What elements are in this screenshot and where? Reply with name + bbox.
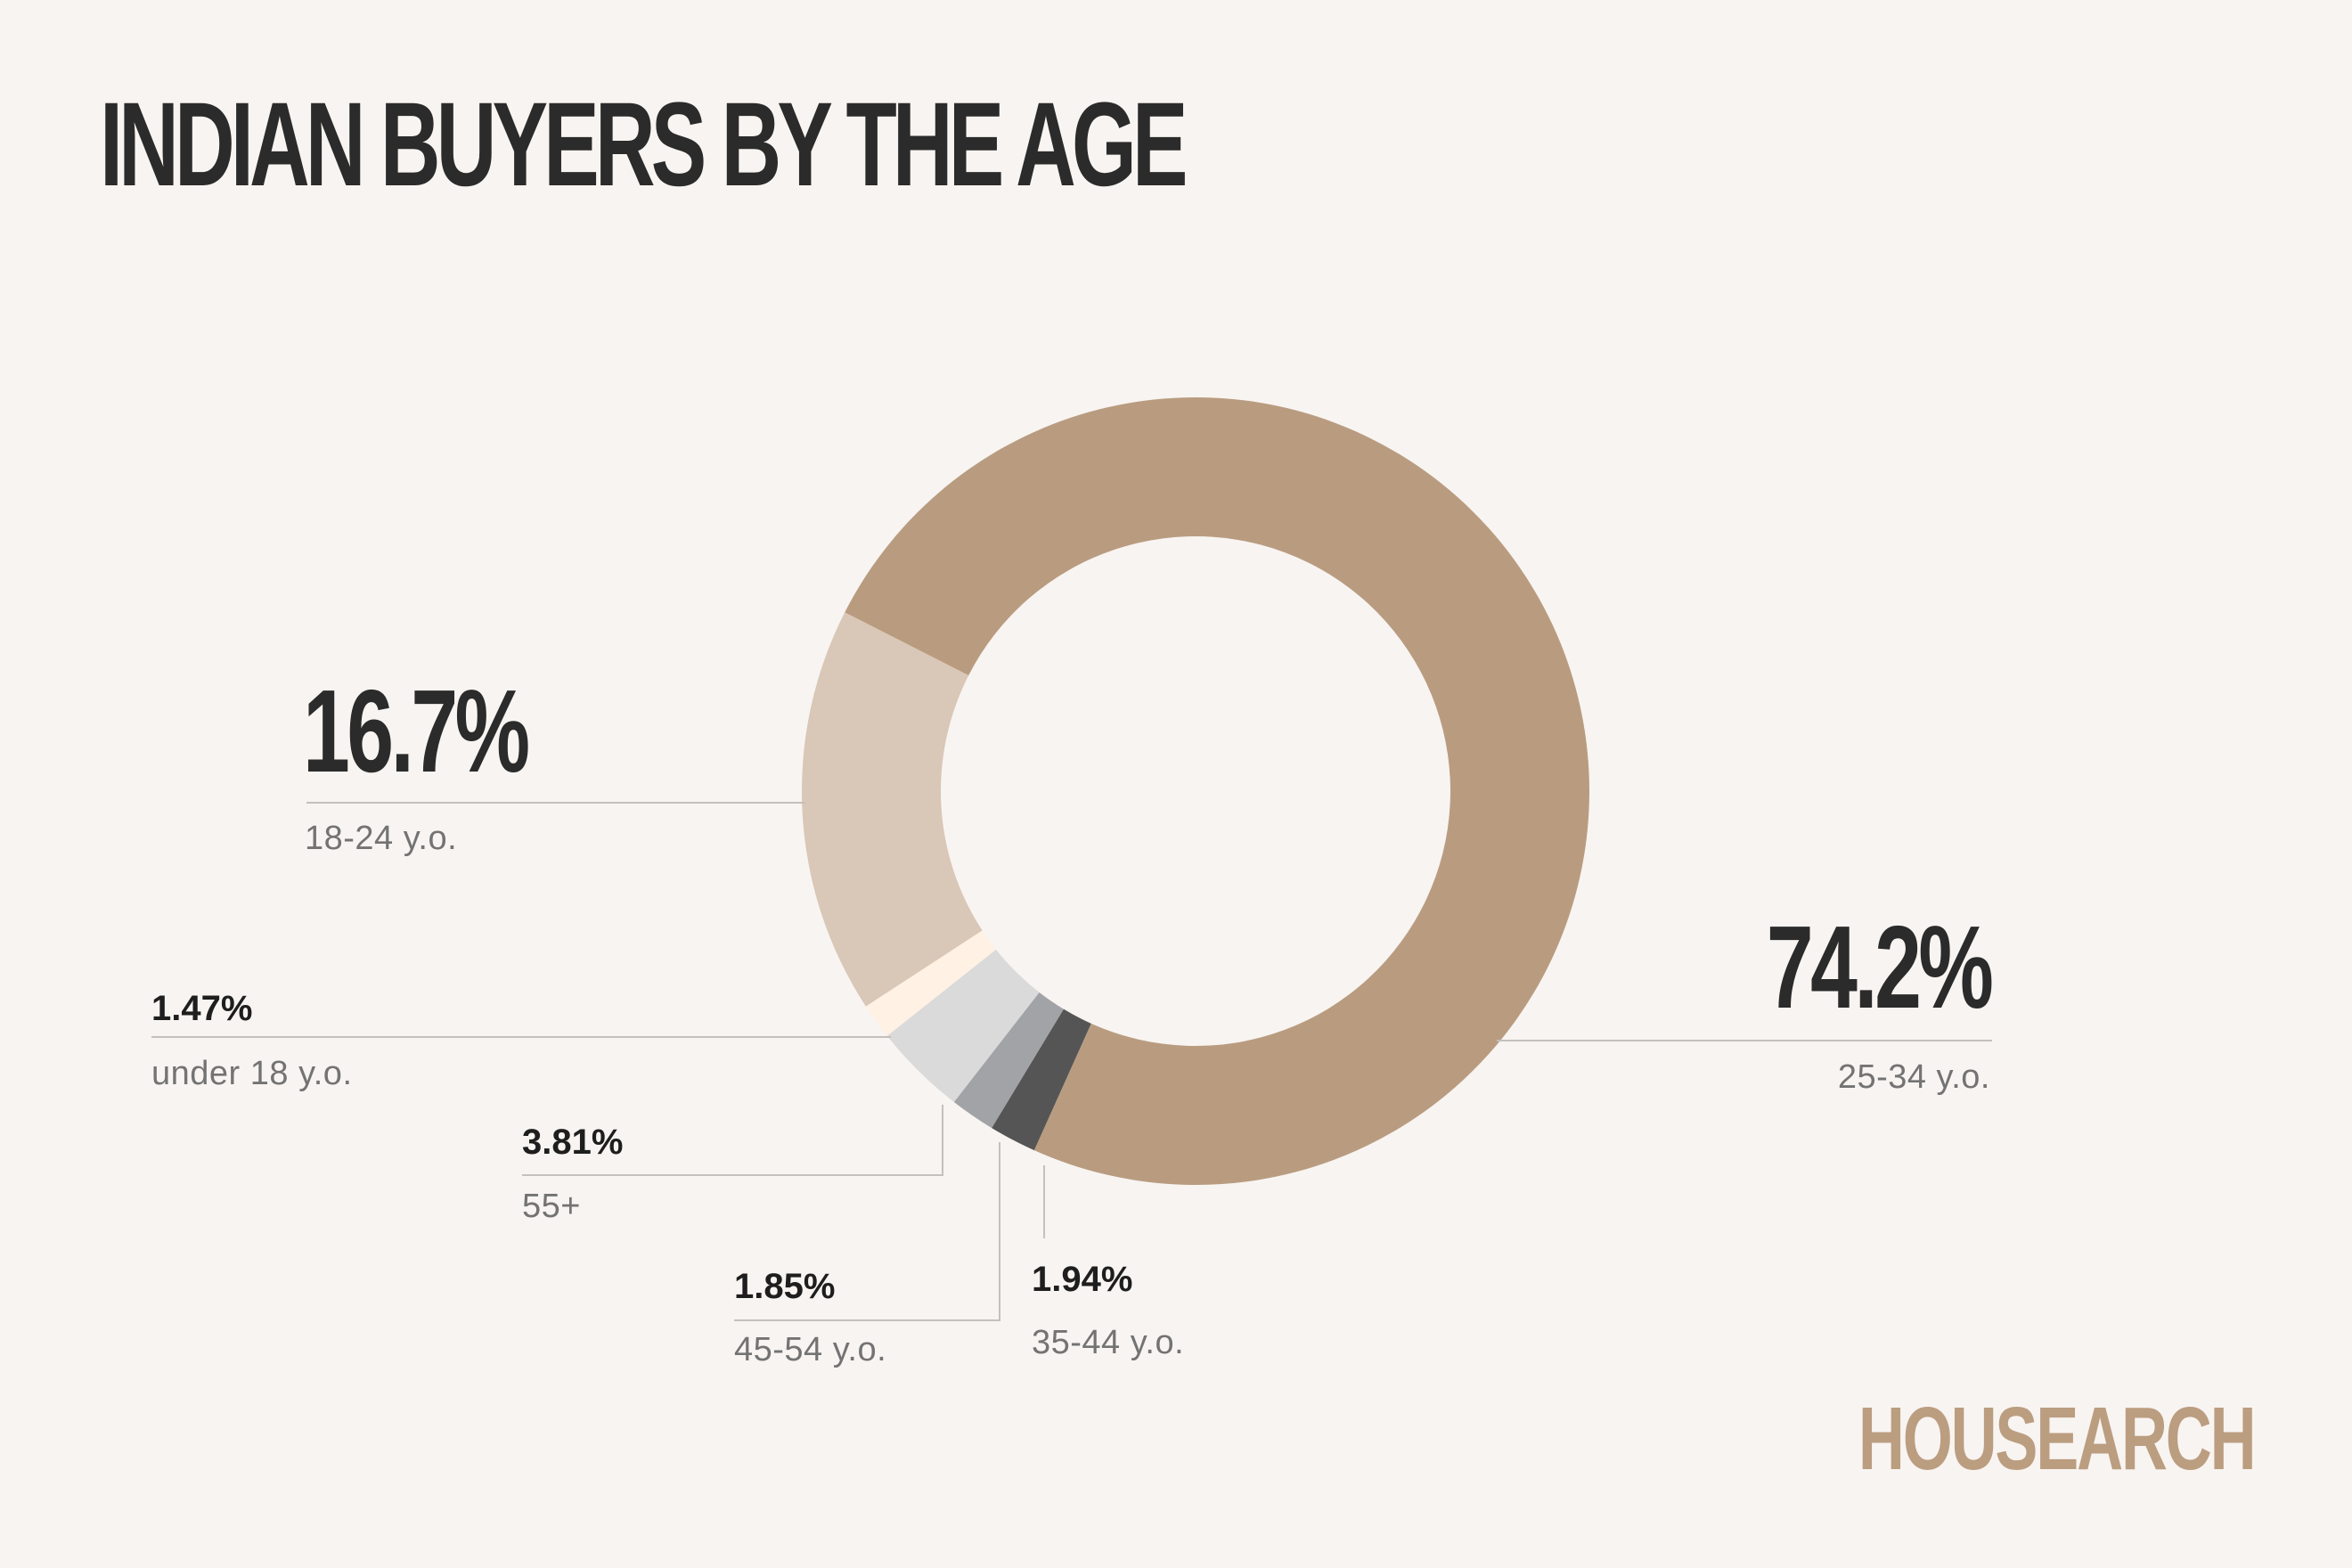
donut-slice-under-18-y-o: [865, 930, 996, 1036]
brand-logo: HOUSEARCH: [1858, 1389, 2256, 1489]
slice-label-25-34: 25-34 y.o.: [1837, 1058, 1990, 1096]
slice-label-55-plus: 55+: [522, 1188, 581, 1225]
leader-line-55-plus: [522, 1105, 943, 1176]
donut-slice-18-24-y-o: [802, 612, 983, 1007]
slice-value-18-24: 16.7%: [303, 666, 530, 796]
slice-label-under-18: under 18 y.o.: [151, 1055, 353, 1092]
slice-label-35-44: 35-44 y.o.: [1032, 1324, 1185, 1361]
slice-value-under-18: 1.47%: [151, 989, 253, 1028]
slice-value-35-44: 1.94%: [1032, 1260, 1133, 1299]
slice-value-55-plus: 3.81%: [522, 1123, 624, 1162]
chart-title: INDIAN BUYERS BY THE AGE: [100, 78, 1188, 211]
slice-value-45-54: 1.85%: [734, 1267, 836, 1306]
slice-label-45-54: 45-54 y.o.: [734, 1331, 887, 1368]
donut-slice-25-34-y-o: [845, 397, 1589, 1186]
donut-slice-35-44-y-o: [992, 1009, 1091, 1151]
leader-line-45-54: [734, 1142, 1000, 1321]
donut-slice-55: [886, 949, 1040, 1103]
slice-label-18-24: 18-24 y.o.: [305, 820, 458, 857]
donut-slice-45-54-y-o: [953, 992, 1064, 1129]
slice-value-25-34: 74.2%: [1766, 902, 1994, 1033]
